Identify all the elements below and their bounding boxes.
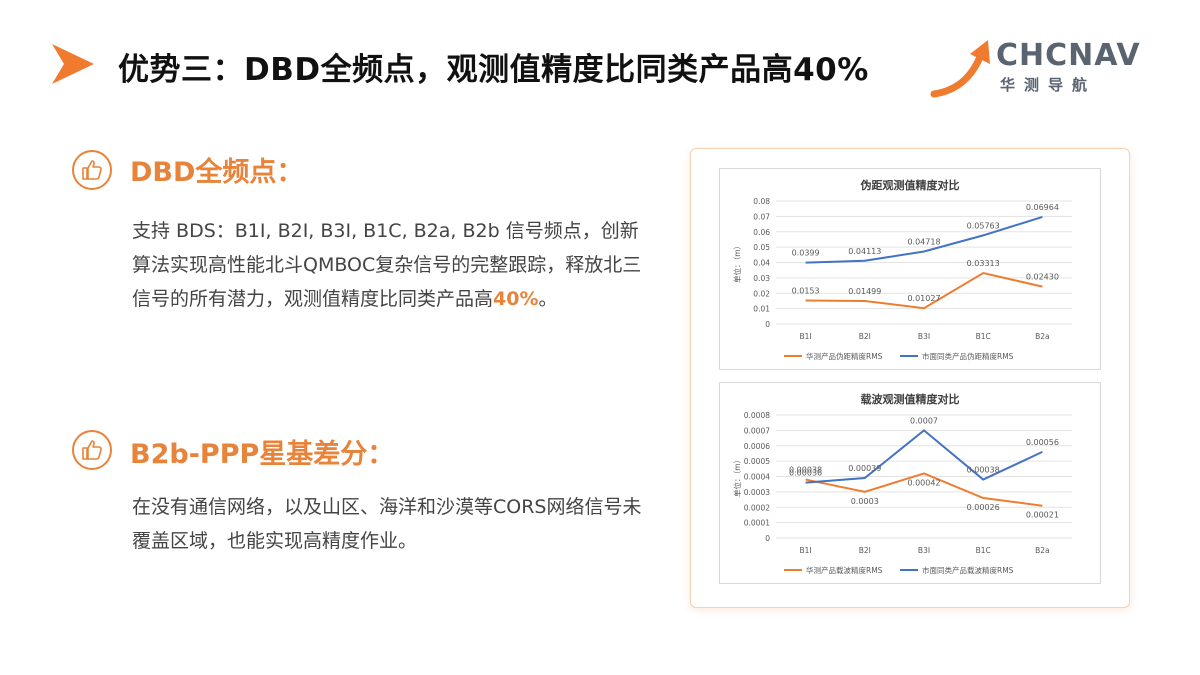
data-label: 0.03313: [967, 259, 1000, 268]
data-label: 0.04718: [907, 237, 940, 246]
x-tick-label: B3I: [918, 332, 930, 341]
data-label: 0.01499: [848, 287, 881, 296]
legend-label: 市面同类产品伪距精度RMS: [922, 351, 1014, 361]
chart-title: 载波观测值精度对比: [861, 392, 960, 406]
data-label: 0.00056: [1026, 438, 1059, 447]
thumbs-up-icon: [72, 430, 112, 470]
data-label: 0.00039: [848, 464, 881, 473]
data-label: 0.00021: [1026, 511, 1059, 520]
x-tick-label: B1I: [800, 332, 812, 341]
legend-label: 市面同类产品载波精度RMS: [922, 565, 1014, 575]
y-tick-label: 0.0002: [744, 503, 770, 512]
data-label: 0.00036: [789, 469, 822, 478]
x-tick-label: B1C: [976, 332, 991, 341]
data-label: 0.01027: [907, 294, 940, 303]
y-tick-label: 0.0008: [744, 411, 770, 420]
y-tick-label: 0.0007: [744, 426, 770, 435]
series-line-1: [805, 215, 1043, 264]
y-tick-label: 0.0005: [744, 457, 770, 466]
data-label: 0.00038: [967, 466, 1000, 475]
section-title-b2b: B2b-PPP星基差分：: [130, 439, 395, 470]
title-arrow-icon: [52, 44, 94, 84]
y-tick-label: 0.0006: [744, 442, 770, 451]
data-label: 0.04113: [848, 247, 881, 256]
x-tick-label: B2I: [859, 332, 871, 341]
data-label: 0.00026: [967, 503, 1000, 512]
x-tick-label: B2a: [1035, 546, 1050, 555]
y-tick-label: 0.0003: [744, 488, 770, 497]
pseudorange-chart-svg: 伪距观测值精度对比 0 0.01 0.02 0.03 0.04 0.05 0.06 0.07 0.…: [732, 178, 1072, 361]
logo-arrow-icon: [930, 40, 990, 98]
y-tick-label: 0.03: [753, 274, 770, 283]
section-body-dbd: 支持 BDS：B1I, B2I, B3I, B1C, B2a, B2b 信号频点…: [132, 214, 652, 316]
x-tick-label: B3I: [918, 546, 930, 555]
data-label: 0.0399: [792, 249, 820, 258]
pseudorange-chart: 伪距观测值精度对比 0 0.01 0.02 0.03 0.04 0.05 0.06 0.07 0.…: [719, 168, 1101, 370]
y-tick-label: 0.06: [753, 228, 770, 237]
x-tick-label: B1I: [800, 546, 812, 555]
section-body-dbd-text: 支持 BDS：B1I, B2I, B3I, B1C, B2a, B2b 信号频点…: [132, 220, 642, 310]
logo-text: CHCNAV: [996, 38, 1141, 73]
data-label: 0.02430: [1026, 273, 1059, 282]
y-tick-label: 0.0004: [744, 473, 770, 482]
x-tick-label: B2a: [1035, 332, 1050, 341]
data-label: 0.0153: [792, 286, 820, 295]
y-tick-label: 0.05: [753, 243, 770, 252]
y-tick-label: 0: [765, 534, 770, 543]
thumbs-up-icon: [72, 150, 112, 190]
chart-title: 伪距观测值精度对比: [860, 178, 960, 192]
y-tick-label: 0.04: [753, 259, 770, 268]
y-tick-label: 0.07: [753, 212, 770, 221]
y-tick-label: 0: [765, 320, 770, 329]
series-line-0: [805, 271, 1043, 310]
data-label: 0.00042: [907, 478, 940, 487]
y-tick-label: 0.0001: [744, 519, 770, 528]
data-label: 0.00038: [789, 466, 822, 475]
y-tick-label: 0.01: [753, 305, 770, 314]
legend-label: 华测产品载波精度RMS: [806, 565, 883, 575]
data-label: 0.06964: [1026, 203, 1059, 212]
logo-subtext: 华测导航: [1000, 76, 1097, 94]
series-line-1: [805, 429, 1043, 484]
carrier-chart: 载波观测值精度对比 0 0.0001 0.0002 0.0003 0.0004 0.0005…: [719, 382, 1101, 584]
section-body-b2b: 在没有通信网络，以及山区、海洋和沙漠等CORS网络信号未覆盖区域，也能实现高精度…: [132, 496, 642, 552]
section-title-dbd: DBD全频点：: [130, 157, 304, 188]
carrier-chart-svg: 载波观测值精度对比 0 0.0001 0.0002 0.0003 0.0004 0.0005…: [732, 392, 1072, 575]
x-tick-label: B1C: [976, 546, 991, 555]
page-title: 优势三：DBD全频点，观测值精度比同类产品高40%: [118, 52, 869, 88]
y-tick-label: 0.08: [753, 197, 770, 206]
brand-logo: CHCNAV 华测导航: [930, 34, 1140, 100]
y-axis-label: 单位：（m）: [732, 456, 742, 497]
data-label: 0.05763: [967, 221, 1000, 230]
y-axis-label: 单位：（m）: [732, 242, 742, 283]
data-label: 0.0007: [910, 416, 938, 425]
y-tick-label: 0.02: [753, 289, 770, 298]
section-body-dbd-end: 。: [538, 288, 558, 310]
x-tick-label: B2I: [859, 546, 871, 555]
highlight-percent: 40%: [493, 288, 539, 310]
data-label: 0.0003: [851, 497, 879, 506]
series-line-0: [805, 472, 1043, 507]
legend-label: 华测产品伪距精度RMS: [806, 351, 883, 361]
